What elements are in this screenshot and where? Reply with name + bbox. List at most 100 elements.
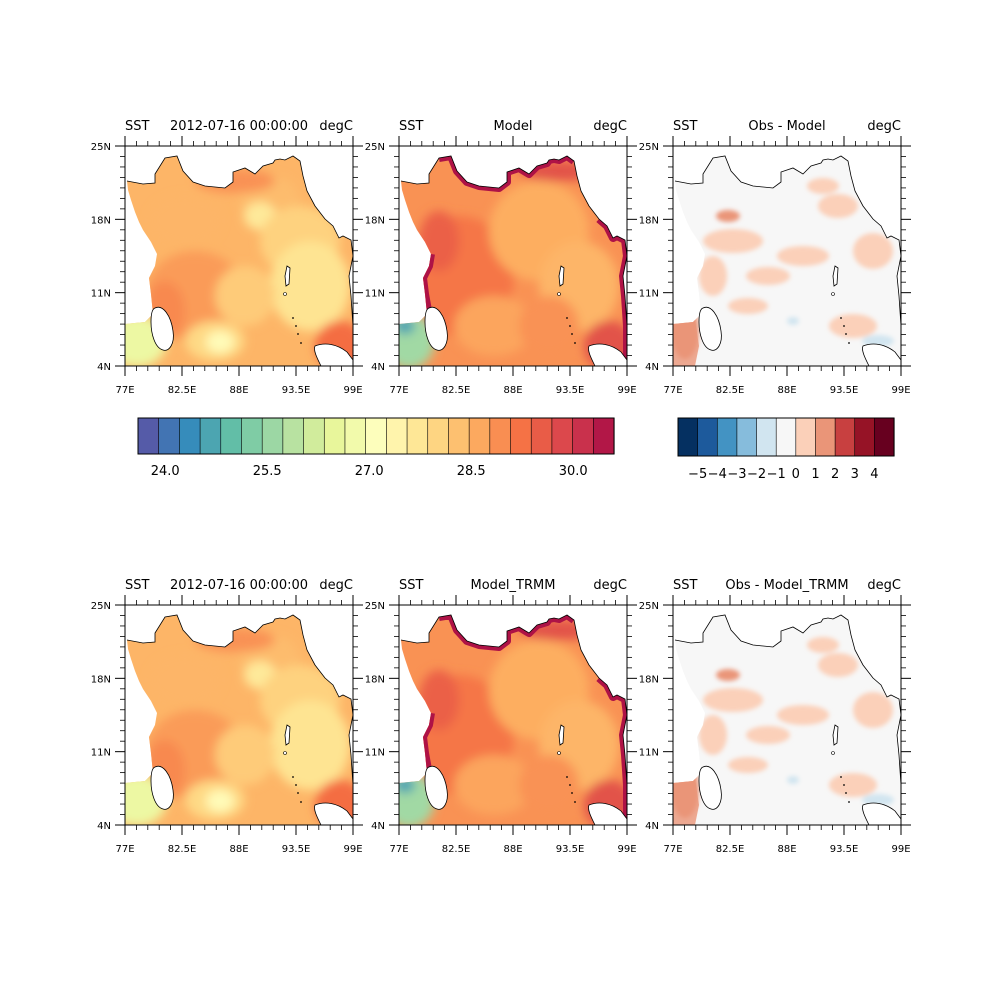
- lon-tick-label: 99E: [891, 844, 910, 855]
- sst-field: [399, 615, 627, 825]
- nicobar-island: [848, 342, 850, 344]
- sri-lanka-landmass: [150, 306, 174, 351]
- sri-lanka-landmass: [698, 765, 722, 810]
- panel-title-left: SST: [399, 119, 424, 134]
- nicobar-island: [295, 784, 297, 786]
- lon-tick-label: 93.5E: [830, 844, 859, 855]
- coastline: [126, 614, 354, 786]
- andaman-islands: [284, 724, 291, 746]
- colorbar-cell: [530, 417, 553, 455]
- panel-title-right: degC: [319, 578, 353, 593]
- nicobar-island: [300, 342, 302, 344]
- colorbar-cell: [427, 417, 450, 455]
- diff-colorbar: −5 −4 −3 −2 −1 0 1 2 3 4: [677, 417, 895, 482]
- lat-tick-label: 11N: [365, 289, 385, 300]
- sst-colorbar-label: 30.0: [559, 464, 588, 479]
- sst-colorbar: 24.0 25.5 27.0 28.5 30.0: [137, 417, 615, 479]
- colorbar-cell: [261, 417, 284, 455]
- lon-tick-label: 88E: [777, 844, 796, 855]
- lon-tick-label: 77E: [115, 385, 134, 396]
- lon-tick-label: 77E: [663, 385, 682, 396]
- lon-tick-label: 88E: [229, 385, 248, 396]
- lat-tick-label: 4N: [97, 362, 111, 373]
- coastline: [674, 155, 902, 327]
- coastline: [400, 155, 628, 327]
- nicobar-island: [566, 776, 568, 778]
- colorbar-cell: [303, 417, 325, 455]
- island-marker: [557, 751, 561, 755]
- lat-tick-label: 25N: [639, 601, 659, 612]
- lon-tick-label: 99E: [343, 844, 362, 855]
- colorbar-cell: [697, 417, 718, 457]
- andaman-islands: [558, 724, 565, 746]
- island-marker: [283, 292, 287, 296]
- lon-tick-label: 93.5E: [556, 385, 585, 396]
- colorbars-layer: 24.0 25.5 27.0 28.5 30.0 −5 −4 −3 −2 −1 0 1 2 3 4: [137, 417, 895, 482]
- map-panel-4: SST 2012-07-16 00:00:00 degC 25N 18N 11N 4N 77E…: [91, 578, 363, 855]
- lat-tick-label: 25N: [365, 142, 385, 153]
- nicobar-island: [295, 325, 297, 327]
- lon-tick-label: 82.5E: [168, 844, 197, 855]
- nicobar-island: [845, 792, 847, 794]
- colorbar-cell: [199, 417, 222, 455]
- lon-tick-label: 99E: [617, 385, 636, 396]
- nicobar-island: [569, 784, 571, 786]
- lon-tick-label: 93.5E: [556, 844, 585, 855]
- panels-layer: SST 2012-07-16 00:00:00 degC 25N 18N 11N 4N 77E…: [91, 119, 911, 855]
- colorbar-cell: [834, 417, 856, 457]
- lat-tick-label: 25N: [91, 601, 111, 612]
- colorbar-cell: [137, 417, 160, 455]
- lat-tick-label: 18N: [91, 215, 111, 226]
- lat-tick-label: 4N: [97, 821, 111, 832]
- diff-colorbar-label: −3: [727, 467, 746, 482]
- panel-title-right: degC: [867, 578, 901, 593]
- diff-colorbar-label: −5: [688, 467, 707, 482]
- panel-title-left: SST: [125, 578, 150, 593]
- andaman-islands: [832, 265, 839, 287]
- colorbar-cell: [406, 417, 429, 455]
- colorbar-cell: [282, 417, 305, 455]
- nicobar-island: [840, 317, 842, 319]
- lat-tick-label: 18N: [365, 215, 385, 226]
- nicobar-island: [574, 342, 576, 344]
- lon-tick-label: 88E: [777, 385, 796, 396]
- lon-tick-label: 93.5E: [282, 844, 311, 855]
- sst-field: [125, 615, 353, 825]
- sri-lanka-landmass: [698, 306, 722, 351]
- lat-tick-label: 11N: [639, 289, 659, 300]
- panel-title-right: degC: [593, 578, 627, 593]
- sst-field: [399, 156, 627, 366]
- sst-colorbar-label: 25.5: [253, 464, 282, 479]
- colorbar-cell: [158, 417, 180, 455]
- colorbar-cell: [551, 417, 574, 455]
- map-panel-6: SST Obs - Model_TRMM degC 25N 18N 11N 4N 77E 82.…: [639, 578, 911, 855]
- colorbar-cell: [241, 417, 263, 455]
- colorbar-cell: [716, 417, 738, 457]
- lon-tick-label: 82.5E: [716, 844, 745, 855]
- andaman-islands: [832, 724, 839, 746]
- colorbar-cell: [448, 417, 470, 455]
- panel-title-center: 2012-07-16 00:00:00: [170, 119, 308, 134]
- colorbar-cell: [593, 417, 615, 455]
- lon-tick-label: 88E: [503, 844, 522, 855]
- panel-title-right: degC: [867, 119, 901, 134]
- colorbar-cell: [510, 417, 532, 455]
- lon-tick-label: 88E: [229, 844, 248, 855]
- nicobar-island: [845, 333, 847, 335]
- lon-tick-label: 82.5E: [442, 385, 471, 396]
- lon-tick-label: 77E: [389, 385, 408, 396]
- colorbar-cell: [572, 417, 594, 455]
- sst-colorbar-label: 27.0: [355, 464, 384, 479]
- panel-title-right: degC: [319, 119, 353, 134]
- island-marker: [831, 751, 835, 755]
- lon-tick-label: 82.5E: [716, 385, 745, 396]
- island-marker: [831, 292, 835, 296]
- nicobar-island: [571, 792, 573, 794]
- panel-title-left: SST: [673, 119, 698, 134]
- nicobar-island: [292, 776, 294, 778]
- coastline: [126, 155, 354, 327]
- map-panel-1: SST 2012-07-16 00:00:00 degC 25N 18N 11N 4N 77E…: [91, 119, 363, 396]
- sri-lanka-landmass: [150, 765, 174, 810]
- colorbar-cell: [386, 417, 408, 455]
